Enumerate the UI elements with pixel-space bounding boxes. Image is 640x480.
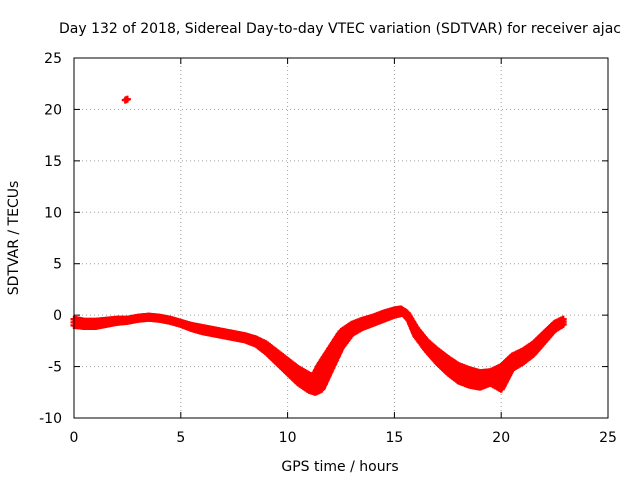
band-fill-point	[320, 380, 328, 388]
y-tick-label: 15	[44, 154, 62, 170]
y-tick-label: 0	[53, 308, 62, 324]
x-tick-label: 25	[599, 430, 617, 446]
band-fill-point	[335, 348, 343, 356]
y-tick-label: -5	[48, 360, 62, 376]
band-fill-point	[328, 364, 336, 372]
band-fill-point	[499, 382, 507, 390]
y-tick-label: 5	[53, 257, 62, 273]
band-fill-point	[318, 384, 326, 392]
x-tick-label: 15	[385, 430, 403, 446]
band-fill-point	[501, 378, 509, 386]
band-fill-point	[505, 371, 513, 379]
y-tick-label: -10	[39, 411, 62, 427]
x-tick-labels: 0 5 10 15 20 25	[70, 430, 617, 446]
outlier-point	[123, 95, 131, 103]
y-tick-label: 20	[44, 102, 62, 118]
chart-title: Day 132 of 2018, Sidereal Day-to-day VTE…	[59, 21, 621, 37]
axis-ticks	[73, 57, 609, 419]
band-fill-point	[330, 360, 338, 368]
band-fill-point	[324, 372, 332, 380]
band-fill-point	[332, 356, 340, 364]
x-tick-label: 0	[70, 430, 79, 446]
plot-frame	[73, 57, 609, 419]
band-fill-point	[559, 320, 567, 328]
y-tick-label: 10	[44, 205, 62, 221]
x-tick-label: 5	[176, 430, 185, 446]
grid	[74, 58, 608, 418]
x-axis-title: GPS time / hours	[281, 459, 398, 475]
y-tick-label: 25	[44, 51, 62, 67]
y-axis-title: SDTVAR / TECUs	[6, 181, 22, 296]
data-marks	[70, 95, 567, 396]
band-fill-point	[333, 352, 341, 360]
band-fill-point	[322, 376, 330, 384]
band-fill-point	[503, 375, 511, 383]
y-tick-labels: -10 -5 0 5 10 15 20 25	[39, 51, 62, 427]
band-fill-point	[326, 368, 334, 376]
x-tick-label: 10	[279, 430, 297, 446]
x-tick-label: 20	[492, 430, 510, 446]
